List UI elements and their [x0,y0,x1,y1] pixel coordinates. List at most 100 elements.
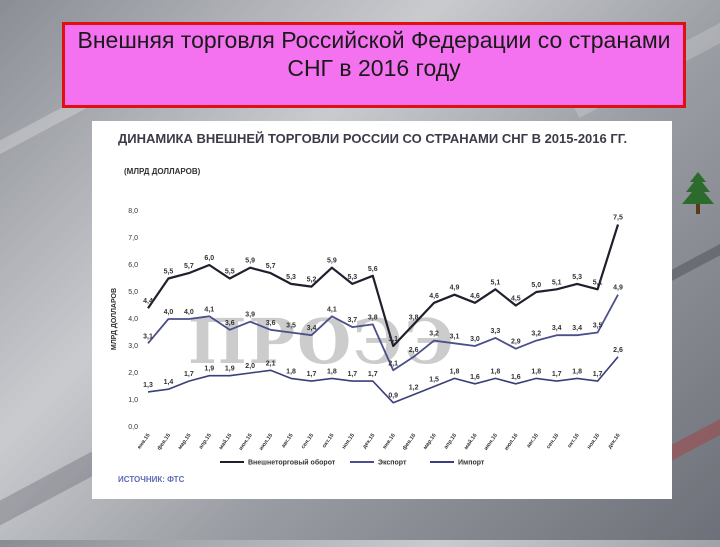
data-label: 4,4 [143,298,153,305]
legend-label: Экспорт [378,460,407,467]
data-label: 5,1 [491,279,501,286]
y-tick-label: 6,0 [128,262,138,269]
y-tick-label: 8,0 [128,208,138,215]
data-label: 5,0 [531,282,541,289]
data-label: 1,7 [552,371,562,378]
y-tick-label: 7,0 [128,235,138,242]
data-label: 5,3 [572,274,582,281]
data-label: 5,3 [286,274,296,281]
data-label: 5,6 [368,266,378,273]
watermark: ПРОЭЭ [188,305,456,378]
data-label: 5,5 [164,269,174,276]
data-label: 3,2 [531,331,541,338]
data-label: 1,4 [164,379,174,386]
data-label: 1,9 [225,366,235,373]
series-lines [147,224,620,404]
data-label: 1,7 [184,371,194,378]
data-label: 3,6 [266,320,276,327]
legend: Внешнеторговый оборот Экспорт Импорт [220,459,485,467]
data-label: 3,5 [593,323,603,330]
x-tick-label: фев.16 [401,432,418,451]
data-label: 3,1 [388,336,398,343]
x-tick-label: янв.16 [382,433,397,451]
y-axis: 0,0 1,0 2,0 3,0 4,0 5,0 6,0 7,0 8,0 [128,208,138,431]
x-tick-label: дек.15 [362,433,377,450]
chart-source: ИСТОЧНИК: ФТС [118,475,185,484]
data-label: 2,6 [409,347,419,354]
data-label: 1,8 [491,368,501,375]
data-label: 3,8 [409,314,419,321]
slide-title: Внешняя торговля Российской Федерации со… [77,27,671,81]
data-label: 5,2 [307,277,317,284]
data-label: 1,8 [531,368,541,375]
x-tick-label: сен.15 [300,433,315,450]
data-label: 3,5 [286,323,296,330]
data-label: 5,7 [184,263,194,270]
data-label: 3,4 [307,325,317,332]
y-axis-title: МЛРД ДОЛЛАРОВ [111,288,118,350]
x-tick-label: апр.16 [443,433,458,451]
x-tick-label: апр.15 [198,433,213,451]
data-labels: 4,4 5,5 5,7 6,0 5,5 5,9 5,7 5,3 5,2 5,9 5,3 5,6 3,1 3… [143,215,623,400]
series-line-1 [147,224,620,348]
data-label: 1,9 [204,366,214,373]
y-tick-label: 2,0 [128,370,138,377]
data-label: 5,9 [245,258,255,265]
data-label: 1,3 [143,382,153,389]
line-chart: 0,0 1,0 2,0 3,0 4,0 5,0 6,0 7,0 8,0 янв.15 фев.15… [111,208,623,467]
cedar-emblem-icon [682,172,714,214]
data-label: 1,7 [368,371,378,378]
data-label: 1,7 [307,371,317,378]
data-label: 4,6 [470,293,480,300]
x-tick-label: июн.16 [483,433,499,452]
data-label: 5,5 [225,269,235,276]
x-tick-label: май.15 [217,432,233,451]
data-label: 3,6 [225,320,235,327]
data-label: 3,0 [470,336,480,343]
x-tick-label: дек.16 [607,433,622,450]
data-label: 2,1 [266,360,276,367]
data-label: 3,1 [143,333,153,340]
data-label: 4,1 [327,306,337,313]
x-tick-label: июл.15 [258,433,274,452]
data-label: 4,9 [613,285,623,292]
data-label: 3,4 [572,325,582,332]
y-tick-label: 5,0 [128,289,138,296]
data-label: 5,3 [347,274,357,281]
slide-title-box: Внешняя торговля Российской Федерации со… [62,22,686,108]
data-label: 6,0 [204,255,214,262]
y-tick-label: 3,0 [128,343,138,350]
x-tick-label: фев.15 [156,432,173,451]
legend-label: Внешнеторговый оборот [248,459,336,467]
data-label: 3,4 [552,325,562,332]
x-tick-label: окт.15 [321,433,335,450]
data-label: 1,7 [593,371,603,378]
data-label: 5,7 [266,263,276,270]
data-label: 4,0 [164,309,174,316]
x-tick-label: ноя.16 [586,433,601,451]
y-tick-label: 1,0 [128,397,138,404]
data-label: 2,1 [388,360,398,367]
chart-heading: ДИНАМИКА ВНЕШНЕЙ ТОРГОВЛИ РОССИИ СО СТРА… [118,131,628,146]
data-label: 3,1 [450,333,460,340]
data-label: 1,2 [409,385,419,392]
data-label: 1,5 [429,377,439,384]
data-label: 2,9 [511,339,521,346]
data-label: 4,1 [204,306,214,313]
data-label: 4,0 [184,309,194,316]
data-label: 5,9 [327,258,337,265]
data-label: 5,1 [552,279,562,286]
data-label: 3,3 [491,328,501,335]
data-label: 2,0 [245,363,255,370]
y-tick-label: 4,0 [128,316,138,323]
chart-units: (МЛРД ДОЛЛАРОВ) [124,167,201,176]
data-label: 1,6 [470,374,480,381]
data-label: 4,9 [450,285,460,292]
chart-card: ДИНАМИКА ВНЕШНЕЙ ТОРГОВЛИ РОССИИ СО СТРА… [92,121,672,499]
data-label: 1,8 [286,368,296,375]
x-tick-label: авг.15 [281,433,295,449]
data-label: 4,5 [511,296,521,303]
data-label: 7,5 [613,215,623,222]
x-tick-label: мар.16 [422,433,437,451]
x-tick-label: ноя.15 [341,433,356,451]
